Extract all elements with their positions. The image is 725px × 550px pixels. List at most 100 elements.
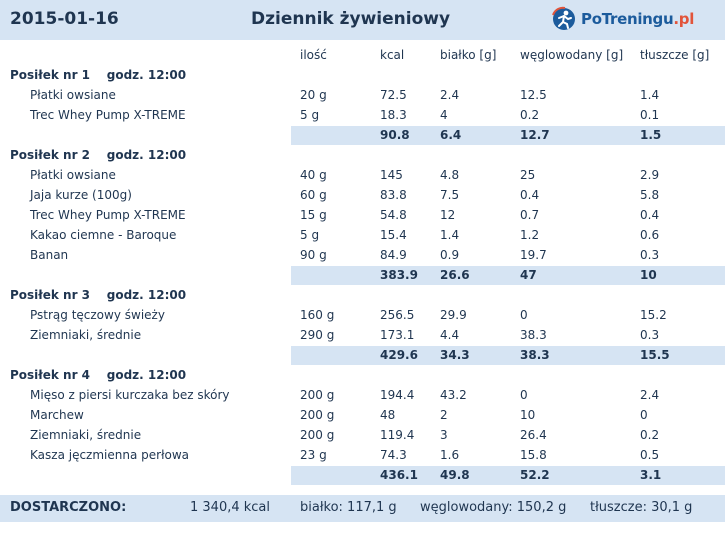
food-name: Banan — [30, 248, 69, 262]
food-kcal: 83.8 — [380, 188, 407, 202]
meal-total-bar — [291, 466, 725, 485]
meal-header: Posiłek nr 3 godz. 12:00 — [10, 288, 187, 302]
food-fat: 0.6 — [640, 228, 660, 242]
food-kcal: 84.9 — [380, 248, 407, 262]
food-fat: 0.5 — [640, 448, 660, 462]
meal-total-bar — [291, 266, 725, 285]
food-name: Ziemniaki, średnie — [30, 328, 142, 342]
food-name: Płatki owsiane — [30, 88, 116, 102]
summary-label: DOSTARCZONO: — [10, 500, 127, 515]
meal-total-bar — [291, 126, 725, 145]
food-kcal: 48 — [380, 408, 396, 422]
food-fat: 15.2 — [640, 308, 667, 322]
food-protein: 4.4 — [440, 328, 460, 342]
food-kcal: 72.5 — [380, 88, 407, 102]
food-qty: 290 g — [300, 328, 335, 342]
food-name: Mięso z piersi kurczaka bez skóry — [30, 388, 230, 402]
meal-header: Posiłek nr 4 godz. 12:00 — [10, 368, 187, 382]
food-carbs: 19.7 — [520, 248, 547, 262]
food-kcal: 256.5 — [380, 308, 415, 322]
food-kcal: 145 — [380, 168, 403, 182]
page-title: Dziennik żywieniowy — [251, 9, 451, 29]
header-bar — [0, 0, 725, 40]
food-kcal: 18.3 — [380, 108, 407, 122]
food-protein: 1.6 — [440, 448, 460, 462]
food-carbs: 12.5 — [520, 88, 547, 102]
meal-total-protein: 6.4 — [440, 128, 462, 142]
food-carbs: 1.2 — [520, 228, 540, 242]
food-qty: 200 g — [300, 408, 335, 422]
food-carbs: 0 — [520, 308, 528, 322]
logo-text: PoTreningu.pl — [581, 10, 694, 28]
food-fat: 2.4 — [640, 388, 660, 402]
food-protein: 2 — [440, 408, 448, 422]
food-name: Płatki owsiane — [30, 168, 116, 182]
meal-total-carbs: 12.7 — [520, 128, 550, 142]
column-header-qty: ilość — [300, 48, 327, 62]
meal-total-kcal: 383.9 — [380, 268, 418, 282]
food-protein: 7.5 — [440, 188, 460, 202]
food-name: Jaja kurze (100g) — [30, 188, 132, 202]
summary-fat: tłuszcze: 30,1 g — [590, 500, 693, 515]
summary-kcal: 1 340,4 kcal — [190, 500, 271, 515]
meal-total-kcal: 436.1 — [380, 468, 418, 482]
food-carbs: 25 — [520, 168, 536, 182]
food-fat: 1.4 — [640, 88, 660, 102]
meal-total-protein: 34.3 — [440, 348, 470, 362]
food-carbs: 0.2 — [520, 108, 540, 122]
food-qty: 90 g — [300, 248, 327, 262]
meal-total-fat: 1.5 — [640, 128, 662, 142]
food-carbs: 10 — [520, 408, 536, 422]
column-header-kcal: kcal — [380, 48, 405, 62]
food-fat: 0.3 — [640, 248, 660, 262]
summary-carbs: węglowodany: 150,2 g — [420, 500, 567, 515]
meal-total-kcal: 429.6 — [380, 348, 418, 362]
food-protein: 4.8 — [440, 168, 460, 182]
logo-text-main: PoTreningu — [581, 10, 674, 28]
meal-total-carbs: 47 — [520, 268, 537, 282]
food-name: Trec Whey Pump X-TREME — [30, 208, 186, 222]
food-qty: 15 g — [300, 208, 327, 222]
food-qty: 23 g — [300, 448, 327, 462]
food-qty: 20 g — [300, 88, 327, 102]
food-fat: 0.3 — [640, 328, 660, 342]
meal-total-kcal: 90.8 — [380, 128, 410, 142]
food-carbs: 0 — [520, 388, 528, 402]
food-carbs: 0.4 — [520, 188, 540, 202]
food-protein: 4 — [440, 108, 448, 122]
food-protein: 2.4 — [440, 88, 460, 102]
summary-protein: białko: 117,1 g — [300, 500, 397, 515]
food-kcal: 54.8 — [380, 208, 407, 222]
food-carbs: 0.7 — [520, 208, 540, 222]
food-qty: 40 g — [300, 168, 327, 182]
food-fat: 2.9 — [640, 168, 660, 182]
food-protein: 3 — [440, 428, 448, 442]
food-carbs: 26.4 — [520, 428, 547, 442]
food-fat: 0.4 — [640, 208, 660, 222]
food-kcal: 15.4 — [380, 228, 407, 242]
potreningu-logo[interactable]: PoTreningu.pl — [551, 6, 694, 32]
food-fat: 5.8 — [640, 188, 660, 202]
meal-total-fat: 15.5 — [640, 348, 670, 362]
food-qty: 5 g — [300, 228, 320, 242]
food-name: Marchew — [30, 408, 84, 422]
diary-date: 2015-01-16 — [10, 9, 119, 29]
meal-total-bar — [291, 346, 725, 365]
food-kcal: 194.4 — [380, 388, 415, 402]
food-kcal: 119.4 — [380, 428, 415, 442]
food-name: Kakao ciemne - Baroque — [30, 228, 177, 242]
meal-header: Posiłek nr 1 godz. 12:00 — [10, 68, 187, 82]
logo-text-tld: .pl — [673, 10, 695, 28]
meal-total-carbs: 52.2 — [520, 468, 550, 482]
food-qty: 200 g — [300, 428, 335, 442]
food-protein: 0.9 — [440, 248, 460, 262]
food-fat: 0.2 — [640, 428, 660, 442]
column-header-fat: tłuszcze [g] — [640, 48, 710, 62]
food-kcal: 74.3 — [380, 448, 407, 462]
food-name: Kasza jęczmienna perłowa — [30, 448, 189, 462]
meal-total-fat: 10 — [640, 268, 657, 282]
food-fat: 0 — [640, 408, 648, 422]
meal-header: Posiłek nr 2 godz. 12:00 — [10, 148, 187, 162]
food-carbs: 15.8 — [520, 448, 547, 462]
food-protein: 43.2 — [440, 388, 467, 402]
